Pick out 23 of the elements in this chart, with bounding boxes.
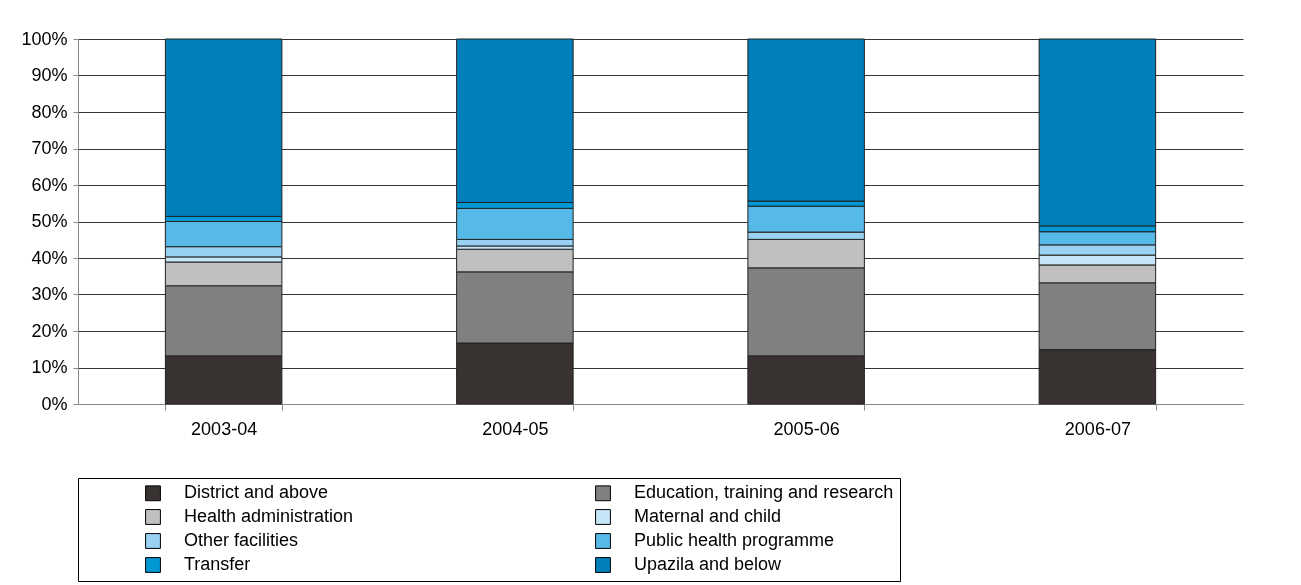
y-tick-label: 40% [31, 247, 68, 268]
legend-label: District and above [184, 482, 329, 503]
x-tick-label: 2006-07 [1064, 418, 1131, 439]
y-tick-label: 50% [31, 211, 68, 231]
y-tick-label: 10% [31, 357, 68, 377]
y-tick-label: 80% [31, 101, 68, 122]
y-tick-label: 70% [31, 138, 68, 158]
y-tick-label: 100% [21, 28, 68, 49]
legend-label: Other facilities [184, 530, 299, 550]
y-tick-label: 30% [31, 284, 68, 304]
legend-label: Education, training and research [634, 482, 894, 503]
y-tick-label: 0% [41, 393, 68, 414]
legend-label: Maternal and child [634, 506, 782, 526]
y-tick-label: 60% [31, 174, 68, 195]
legend-label: Public health programme [634, 530, 835, 550]
legend-label: Upazila and below [634, 554, 783, 574]
x-tick-label: 2004-05 [482, 418, 549, 439]
x-tick-label: 2003-04 [191, 418, 258, 439]
legend-label: Health administration [184, 506, 354, 526]
x-tick-label: 2005-06 [773, 418, 840, 439]
legend-label: Transfer [184, 554, 251, 574]
y-tick-label: 90% [31, 65, 68, 85]
y-tick-label: 20% [31, 320, 68, 341]
